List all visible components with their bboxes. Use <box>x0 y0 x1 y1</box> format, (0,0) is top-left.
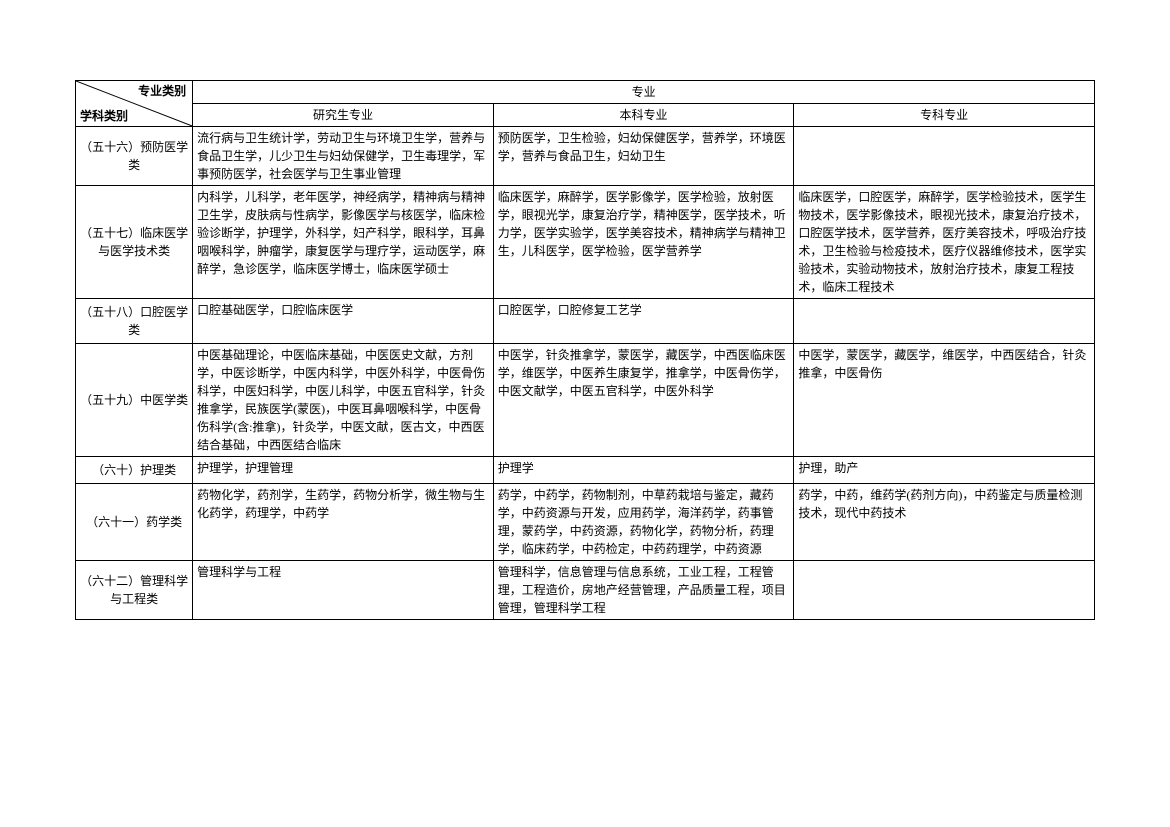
associate-cell <box>794 127 1095 186</box>
table-row: （五十六）预防医学类流行病与卫生统计学，劳动卫生与环境卫生学，营养与食品卫生学，… <box>76 127 1095 186</box>
undergraduate-cell: 护理学 <box>493 457 794 484</box>
table-row: （五十九）中医学类中医基础理论，中医临床基础，中医医史文献，方剂学，中医诊断学，… <box>76 344 1095 457</box>
category-cell: （五十九）中医学类 <box>76 344 193 457</box>
header-associate: 专科专业 <box>794 104 1095 127</box>
associate-cell <box>794 561 1095 620</box>
table-row: （五十七）临床医学与医学技术类内科学，儿科学，老年医学，神经病学，精神病与精神卫… <box>76 186 1095 299</box>
table-row: （六十一）药学类药物化学，药剂学，生药学，药物分析学，微生物与生化药学，药理学，… <box>76 484 1095 561</box>
graduate-cell: 管理科学与工程 <box>193 561 494 620</box>
undergraduate-cell: 药学，中药学，药物制剂，中草药栽培与鉴定，藏药学，中药资源与开发，应用药学，海洋… <box>493 484 794 561</box>
diagonal-header-cell: 专业类别 学科类别 <box>76 81 193 127</box>
associate-cell <box>794 299 1095 344</box>
category-cell: （五十七）临床医学与医学技术类 <box>76 186 193 299</box>
category-cell: （六十一）药学类 <box>76 484 193 561</box>
header-major: 专业 <box>193 81 1095 104</box>
graduate-cell: 口腔基础医学，口腔临床医学 <box>193 299 494 344</box>
graduate-cell: 内科学，儿科学，老年医学，神经病学，精神病与精神卫生学，皮肤病与性病学，影像医学… <box>193 186 494 299</box>
category-cell: （六十）护理类 <box>76 457 193 484</box>
undergraduate-cell: 口腔医学，口腔修复工艺学 <box>493 299 794 344</box>
table-body: （五十六）预防医学类流行病与卫生统计学，劳动卫生与环境卫生学，营养与食品卫生学，… <box>76 127 1095 620</box>
major-catalog-table: 专业类别 学科类别 专业 研究生专业 本科专业 专科专业 （五十六）预防医学类流… <box>75 80 1095 620</box>
category-cell: （六十二）管理科学与工程类 <box>76 561 193 620</box>
graduate-cell: 药物化学，药剂学，生药学，药物分析学，微生物与生化药学，药理学，中药学 <box>193 484 494 561</box>
table-header: 专业类别 学科类别 专业 研究生专业 本科专业 专科专业 <box>76 81 1095 127</box>
undergraduate-cell: 临床医学，麻醉学，医学影像学，医学检验，放射医学，眼视光学，康复治疗学，精神医学… <box>493 186 794 299</box>
table-row: （六十二）管理科学与工程类管理科学与工程管理科学，信息管理与信息系统，工业工程，… <box>76 561 1095 620</box>
graduate-cell: 中医基础理论，中医临床基础，中医医史文献，方剂学，中医诊断学，中医内科学，中医外… <box>193 344 494 457</box>
associate-cell: 中医学，蒙医学，藏医学，维医学，中西医结合，针灸推拿，中医骨伤 <box>794 344 1095 457</box>
header-graduate: 研究生专业 <box>193 104 494 127</box>
associate-cell: 护理，助产 <box>794 457 1095 484</box>
header-top-label: 专业类别 <box>138 82 186 100</box>
associate-cell: 药学，中药，维药学(药剂方向)，中药鉴定与质量检测技术，现代中药技术 <box>794 484 1095 561</box>
undergraduate-cell: 中医学，针灸推拿学，蒙医学，藏医学，中西医临床医学，维医学，中医养生康复学，推拿… <box>493 344 794 457</box>
graduate-cell: 流行病与卫生统计学，劳动卫生与环境卫生学，营养与食品卫生学，儿少卫生与妇幼保健学… <box>193 127 494 186</box>
header-bottom-label: 学科类别 <box>80 107 128 125</box>
header-undergraduate: 本科专业 <box>493 104 794 127</box>
table-row: （五十八）口腔医学类口腔基础医学，口腔临床医学口腔医学，口腔修复工艺学 <box>76 299 1095 344</box>
undergraduate-cell: 管理科学，信息管理与信息系统，工业工程，工程管理，工程造价，房地产经营管理，产品… <box>493 561 794 620</box>
category-cell: （五十六）预防医学类 <box>76 127 193 186</box>
undergraduate-cell: 预防医学，卫生检验，妇幼保健医学，营养学，环境医学，营养与食品卫生，妇幼卫生 <box>493 127 794 186</box>
category-cell: （五十八）口腔医学类 <box>76 299 193 344</box>
table-row: （六十）护理类护理学，护理管理护理学护理，助产 <box>76 457 1095 484</box>
graduate-cell: 护理学，护理管理 <box>193 457 494 484</box>
associate-cell: 临床医学，口腔医学，麻醉学，医学检验技术，医学生物技术，医学影像技术，眼视光技术… <box>794 186 1095 299</box>
